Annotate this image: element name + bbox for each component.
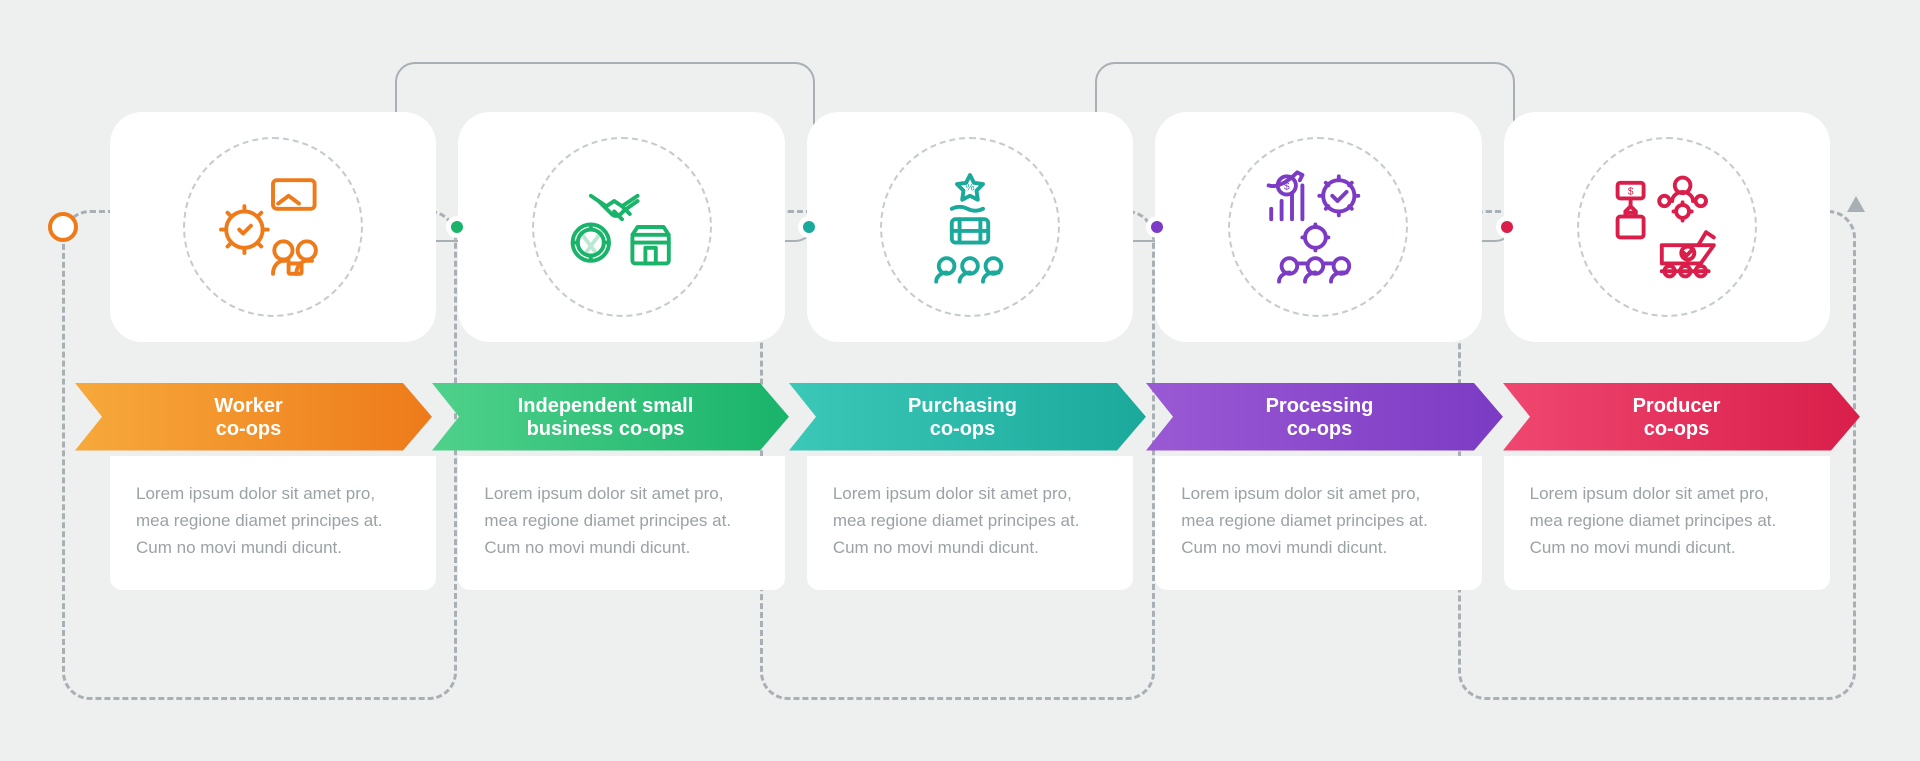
icon-circle: $: [1228, 137, 1408, 317]
arrow-processing: Processingco-ops: [1146, 383, 1503, 453]
arrow-row: Workerco-ops Independent smallbusiness c…: [75, 383, 1860, 453]
desc-processing: Lorem ipsum dolor sit amet pro, mea regi…: [1155, 456, 1481, 590]
end-arrowhead-icon: [1847, 196, 1865, 212]
arrow-label: Workerco-ops: [214, 395, 283, 441]
start-dot: [48, 212, 78, 242]
icon-circle: $: [1577, 137, 1757, 317]
desc-worker: Lorem ipsum dolor sit amet pro, mea regi…: [110, 456, 436, 590]
card-producer: $: [1504, 112, 1830, 342]
svg-text:%: %: [965, 183, 974, 194]
card-independent: [458, 112, 784, 342]
svg-text:$: $: [1628, 187, 1634, 198]
connector-dot-3: [798, 216, 820, 238]
arrow-producer: Producerco-ops: [1503, 383, 1860, 453]
producer-icon: $: [1602, 162, 1732, 292]
handshake-icon: [557, 162, 687, 292]
card-worker: [110, 112, 436, 342]
arrow-purchasing: Purchasingco-ops: [789, 383, 1146, 453]
desc-producer: Lorem ipsum dolor sit amet pro, mea regi…: [1504, 456, 1830, 590]
desc-independent: Lorem ipsum dolor sit amet pro, mea regi…: [458, 456, 784, 590]
arrow-worker: Workerco-ops: [75, 383, 432, 453]
infographic-canvas: % $: [0, 0, 1920, 761]
connector-dot-2: [446, 216, 468, 238]
icon-circle: [532, 137, 712, 317]
desc-row: Lorem ipsum dolor sit amet pro, mea regi…: [110, 456, 1830, 590]
processing-icon: $: [1253, 162, 1383, 292]
card-row: % $: [110, 112, 1830, 342]
card-processing: $: [1155, 112, 1481, 342]
arrow-independent: Independent smallbusiness co-ops: [432, 383, 789, 453]
arrow-label: Independent smallbusiness co-ops: [518, 395, 694, 441]
icon-circle: [183, 137, 363, 317]
icon-circle: %: [880, 137, 1060, 317]
arrow-label: Producerco-ops: [1633, 395, 1721, 441]
worker-icon: [208, 162, 338, 292]
connector-dot-4: [1146, 216, 1168, 238]
purchasing-icon: %: [905, 162, 1035, 292]
card-purchasing: %: [807, 112, 1133, 342]
arrow-label: Processingco-ops: [1266, 395, 1374, 441]
desc-purchasing: Lorem ipsum dolor sit amet pro, mea regi…: [807, 456, 1133, 590]
connector-dot-5: [1496, 216, 1518, 238]
arrow-label: Purchasingco-ops: [908, 395, 1017, 441]
